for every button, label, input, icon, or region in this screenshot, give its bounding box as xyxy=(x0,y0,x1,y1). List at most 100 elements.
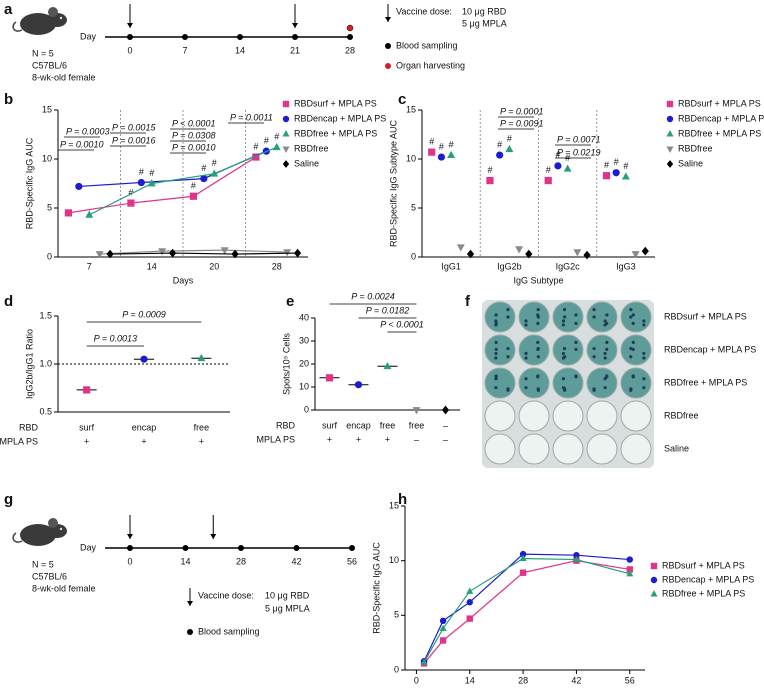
plate-label: RBDencap + MPLA PS xyxy=(664,344,756,354)
spot xyxy=(592,355,596,359)
point xyxy=(439,624,447,632)
x-tick-label: – xyxy=(443,434,448,444)
y-tick-label: 10 xyxy=(389,555,399,565)
well xyxy=(620,334,652,366)
point xyxy=(466,587,474,594)
day-tick-label: 28 xyxy=(345,45,355,55)
x-tick-label: IgG3 xyxy=(616,261,636,271)
series-line xyxy=(423,557,630,663)
legend-label: Vaccine dose: xyxy=(396,6,452,16)
legend-marker xyxy=(666,160,674,168)
legend-marker xyxy=(650,576,658,584)
panel-label: b xyxy=(4,91,13,108)
spot xyxy=(536,355,540,359)
mouse-ear xyxy=(48,7,58,17)
y-tick-label: 10 xyxy=(406,153,416,163)
point xyxy=(602,172,611,180)
animal-info: N = 5 xyxy=(32,559,54,569)
spot xyxy=(592,346,596,351)
p-value: P = 0.0003 xyxy=(66,126,109,136)
p-value: P < 0.0001 xyxy=(172,118,215,128)
p-value: P = 0.0016 xyxy=(112,135,155,145)
arrow-head xyxy=(385,17,391,22)
legend-label: RBDsurf + MPLA PS xyxy=(662,560,745,570)
timepoint xyxy=(347,34,353,40)
spot xyxy=(494,347,498,351)
x-tick-label: + xyxy=(84,436,89,446)
spot xyxy=(536,313,540,317)
p-value: P = 0.0024 xyxy=(351,291,394,301)
legend-dot xyxy=(385,43,391,49)
timepoint xyxy=(237,34,243,40)
y-axis-label: IgG2b/IgG1 Ratio xyxy=(24,329,34,399)
spot xyxy=(631,347,635,351)
legend-dot xyxy=(385,63,391,69)
well xyxy=(620,433,652,465)
arrow-head xyxy=(187,601,193,606)
x-tick-label: + xyxy=(385,434,390,444)
row-label: MPLA PS xyxy=(0,436,38,446)
x-tick-label: surf xyxy=(79,422,95,432)
spot xyxy=(536,374,540,378)
x-tick-label: 7 xyxy=(87,261,92,271)
spot xyxy=(605,347,609,351)
panel-label: a xyxy=(4,1,13,18)
spot xyxy=(629,355,633,359)
point xyxy=(466,599,473,606)
mouse-ear xyxy=(48,518,58,528)
spot xyxy=(494,356,498,360)
spot xyxy=(561,356,566,360)
spot xyxy=(506,346,510,351)
spot xyxy=(631,321,635,325)
spot xyxy=(562,307,567,312)
well xyxy=(484,334,516,366)
spot xyxy=(561,323,566,327)
point xyxy=(220,247,229,255)
point xyxy=(293,248,302,258)
y-axis-label: RBD-Specific IgG AUC xyxy=(371,542,381,634)
y-tick-label: 30 xyxy=(299,335,309,345)
p-value: P = 0.0013 xyxy=(94,333,137,343)
y-tick-label: 5 xyxy=(47,202,52,212)
legend-marker xyxy=(282,146,290,153)
x-axis-label: Days xyxy=(173,275,194,285)
timepoint xyxy=(127,34,133,40)
well xyxy=(586,433,618,465)
plate-label: RBDfree + MPLA PS xyxy=(664,377,747,387)
point xyxy=(466,249,475,259)
well xyxy=(552,334,584,366)
spot xyxy=(524,351,528,356)
legend-label: Saline xyxy=(294,158,319,168)
sig-marker: # xyxy=(555,150,560,160)
spot xyxy=(506,307,510,312)
spot xyxy=(494,351,498,356)
spot xyxy=(642,319,646,323)
spot xyxy=(631,374,635,378)
x-tick-label: IgG1 xyxy=(441,261,461,271)
spot xyxy=(536,307,540,312)
point xyxy=(200,175,208,183)
spot xyxy=(506,315,510,319)
arrow-head xyxy=(127,534,133,539)
spot xyxy=(605,321,609,325)
legend-marker xyxy=(666,100,674,108)
sig-marker: # xyxy=(429,137,434,147)
legend-marker xyxy=(282,115,290,123)
sig-marker: # xyxy=(614,157,619,167)
legend-marker xyxy=(666,130,674,137)
x-tick-label: encap xyxy=(346,420,371,430)
series-line xyxy=(68,156,257,214)
y-tick-label: 0 xyxy=(394,664,399,674)
point xyxy=(325,374,334,382)
arrow-head xyxy=(127,23,133,28)
point xyxy=(573,249,582,257)
point xyxy=(272,142,281,151)
point xyxy=(85,210,94,218)
timepoint xyxy=(127,545,133,551)
y-axis-label: RBD-Specific IgG Subtype AUC xyxy=(388,119,398,247)
p-value: P = 0.0015 xyxy=(112,122,156,132)
point xyxy=(428,148,436,156)
x-tick-label: encap xyxy=(132,422,157,432)
y-tick-label: 10 xyxy=(42,153,52,163)
legend-label: Blood sampling xyxy=(198,626,260,636)
